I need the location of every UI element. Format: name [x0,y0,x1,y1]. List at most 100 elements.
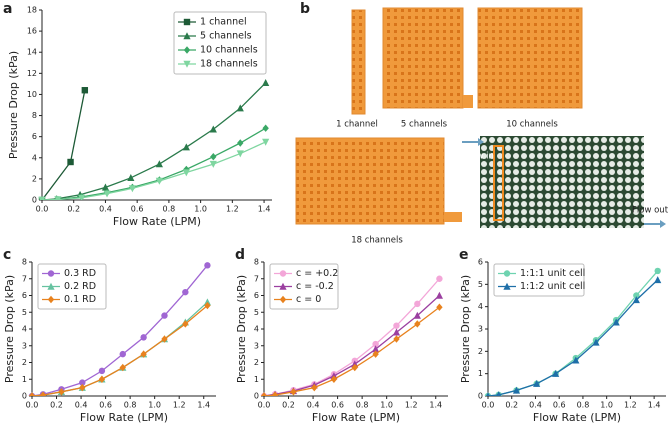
marker [101,183,110,191]
x-tick-label: 0.2 [505,401,518,410]
marker [140,334,147,341]
x-tick-label: 1.0 [194,205,207,214]
series-line [31,305,208,396]
marker [161,335,168,343]
x-tick-label: 1.4 [429,401,442,410]
legend-label: 0.1 RD [64,294,96,305]
x-tick-label: 0.0 [258,401,271,410]
marker [210,153,217,161]
marker [204,301,211,310]
chart: e 0.0 0.2 0.4 0.6 0.8 1.0 1.2 1.4 0 1 2 3 4 5 6 Flow Rat… [459,247,666,424]
marker [182,320,189,328]
marker [486,392,490,396]
legend-marker [183,46,191,54]
marker [161,312,168,319]
x-axis-label: Flow Rate (LPM) [312,411,400,424]
caption: 1 channel [336,120,378,130]
legend-marker [279,270,287,277]
y-tick-label: 4 [478,302,483,311]
legend-label: 1 channel [200,17,247,28]
legend-box [269,263,339,310]
marker [392,328,401,336]
panel-letter: a [3,1,12,17]
marker [413,311,421,319]
y-tick-label: 1 [478,369,483,378]
marker [632,296,640,304]
marker [155,177,163,185]
marker [436,275,443,282]
marker [271,391,279,396]
plot-area [38,79,270,200]
y-axis-label: Pressure Drop (kPa) [459,275,472,383]
x-tick-label: 1.4 [258,205,271,214]
marker [78,194,86,200]
legend-label: 1:1:1 unit cell [520,268,585,279]
marker [393,335,400,343]
x-tick-label: 0.4 [75,401,88,410]
legend-label: c = +0.2 [296,268,338,279]
y-tick-label: 5 [254,308,259,317]
marker [262,79,270,87]
x-tick-label: 0.2 [67,205,80,214]
y-tick-label: 7 [22,274,27,283]
marker [39,391,47,396]
legend-label: 10 channels [200,45,258,56]
marker [236,150,244,158]
marker [414,320,421,328]
marker [612,318,620,326]
y-axis-label: Pressure Drop (kPa) [235,275,248,383]
y-tick-label: 6 [478,258,483,267]
marker [351,363,358,372]
x-tick-label: 0.4 [307,401,320,410]
marker [633,292,640,299]
panel-letter: e [459,247,469,263]
x-tick-label: 0.0 [36,205,49,214]
marker [127,174,135,182]
marker [414,300,421,308]
y-tick-label: 6 [22,291,27,300]
x-axis-label: Flow Rate (LPM) [533,411,621,424]
marker [119,363,126,372]
y-tick-label: 2 [254,358,259,367]
y-tick-label: 2 [478,347,483,356]
legend-box [37,263,107,310]
marker [592,338,600,346]
y-tick-label: 8 [254,258,259,267]
legend-marker [183,32,191,40]
y-axis-label: Pressure Drop (kPa) [7,51,20,159]
series-line [487,279,659,396]
legend-marker [503,270,511,277]
x-tick-label: 1.2 [173,401,186,410]
x-tick-label: 0.4 [529,401,542,410]
photo [382,7,464,109]
x-tick-label: 0.6 [553,401,566,410]
chart: d 0.0 0.2 0.4 0.6 0.8 1.0 1.2 1.4 0 1 2 3 4 5 6 7 8 Flow R… [235,247,448,424]
legend-marker [47,295,55,304]
legend-label: 18 channels [200,59,258,70]
marker [155,160,163,168]
y-tick-label: 1 [254,375,259,384]
x-tick-label: 1.0 [380,401,393,410]
photo [351,9,366,115]
y-axis-label: Pressure Drop (kPa) [3,275,16,383]
marker [552,369,560,377]
chart: c 0.0 0.2 0.4 0.6 0.8 1.0 1.2 1.4 0 1 2 3 4 5 6 7 8 Flow R… [3,247,216,424]
marker [182,288,189,296]
legend-marker [279,295,287,304]
y-tick-label: 0 [22,392,27,401]
marker [393,322,400,329]
y-tick-label: 4 [22,325,27,334]
y-tick-label: 3 [254,341,259,350]
series-line [31,301,208,396]
y-tick-label: 4 [32,153,37,162]
marker [290,388,297,396]
legend-label: c = -0.2 [296,281,334,292]
legend-marker [183,60,191,68]
panel-letter: d [235,247,245,263]
plot-area [28,262,212,396]
marker [140,350,147,358]
marker [236,104,244,112]
series-line [41,141,266,200]
x-tick-label: 0.8 [124,401,137,410]
photo [463,95,473,108]
